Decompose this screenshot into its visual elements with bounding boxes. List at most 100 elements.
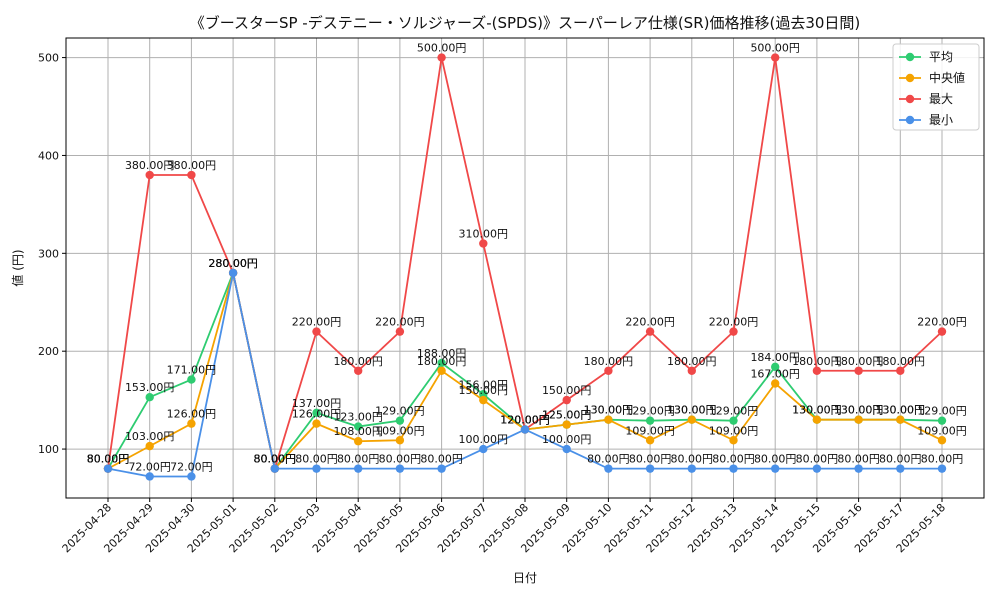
data-label: 123.00円 xyxy=(333,411,383,424)
data-label: 220.00円 xyxy=(292,316,342,329)
data-point xyxy=(645,416,655,425)
data-point xyxy=(437,366,446,375)
data-label: 280.00円 xyxy=(208,257,258,270)
data-label: 109.00円 xyxy=(375,424,425,437)
data-point xyxy=(896,366,905,375)
data-label: 80.00円 xyxy=(587,453,630,466)
data-label: 130.00円 xyxy=(667,404,717,417)
data-point xyxy=(479,395,488,405)
data-label: 156.00円 xyxy=(459,378,509,391)
data-point xyxy=(562,444,571,454)
data-label: 150.00円 xyxy=(459,384,509,397)
data-point xyxy=(771,379,780,388)
data-label: 137.00円 xyxy=(292,397,342,410)
data-point xyxy=(771,53,780,62)
data-label: 130.00円 xyxy=(584,404,634,417)
data-point xyxy=(312,408,321,418)
data-point xyxy=(395,436,405,445)
data-label: 180.00円 xyxy=(667,355,717,368)
data-label: 310.00円 xyxy=(459,228,509,241)
data-point xyxy=(270,464,279,473)
data-label: 180.00円 xyxy=(584,355,634,368)
data-label: 109.00円 xyxy=(625,424,675,437)
data-label: 72.00円 xyxy=(170,460,213,473)
data-label: 125.00円 xyxy=(542,409,592,422)
data-label: 120.00円 xyxy=(500,413,550,426)
data-label: 153.00円 xyxy=(125,381,175,394)
data-point xyxy=(687,464,696,473)
data-label: 180.00円 xyxy=(333,355,383,368)
data-label: 126.00円 xyxy=(167,408,217,421)
data-label: 109.00円 xyxy=(709,424,759,437)
y-axis-label: 値 (円) xyxy=(10,249,25,286)
data-label: 103.00円 xyxy=(125,430,175,443)
data-point xyxy=(687,366,696,375)
data-point xyxy=(812,415,822,424)
data-label: 130.00円 xyxy=(876,404,926,417)
data-point xyxy=(354,437,363,446)
data-point xyxy=(437,464,446,473)
data-point xyxy=(729,464,738,473)
data-label: 80.00円 xyxy=(87,453,130,466)
data-point xyxy=(479,444,488,454)
data-label: 220.00円 xyxy=(917,316,967,329)
data-label: 72.00円 xyxy=(128,460,171,473)
data-label: 188.00円 xyxy=(417,347,467,360)
data-label: 100.00円 xyxy=(459,433,509,446)
data-point xyxy=(437,53,446,62)
data-label: 120.00円 xyxy=(500,413,550,426)
data-label: 126.00円 xyxy=(292,408,342,421)
data-label: 129.00円 xyxy=(709,405,759,418)
data-point xyxy=(604,464,613,473)
data-label: 108.00円 xyxy=(333,425,383,438)
data-point xyxy=(937,416,947,425)
data-label: 80.00円 xyxy=(254,453,297,466)
data-label: 130.00円 xyxy=(584,404,634,417)
data-point xyxy=(562,395,571,405)
data-label: 129.00円 xyxy=(917,405,967,418)
legend-entry: 最小 xyxy=(929,113,953,127)
legend-swatch-marker xyxy=(905,52,915,62)
data-point xyxy=(354,422,363,431)
data-point xyxy=(645,464,655,473)
data-point xyxy=(520,425,530,434)
data-point xyxy=(145,441,154,451)
data-point xyxy=(187,170,196,180)
data-point xyxy=(604,366,613,375)
data-label: 80.00円 xyxy=(629,453,672,466)
chart-title: 《ブースターSP -デステニー・ソルジャーズ-(SPDS)》スーパーレア仕様(S… xyxy=(190,14,861,32)
data-label: 500.00円 xyxy=(750,42,800,55)
data-point xyxy=(479,390,488,399)
data-point xyxy=(187,419,196,428)
data-label: 280.00円 xyxy=(208,257,258,270)
data-label: 80.00円 xyxy=(295,453,338,466)
data-point xyxy=(729,327,738,336)
data-point xyxy=(604,415,613,424)
data-label: 80.00円 xyxy=(254,453,297,466)
data-label: 180.00円 xyxy=(417,355,467,368)
y-tick-label: 400 xyxy=(38,149,59,162)
y-tick-label: 500 xyxy=(38,52,59,65)
data-label: 80.00円 xyxy=(87,453,130,466)
data-label: 130.00円 xyxy=(834,404,884,417)
data-point xyxy=(479,239,488,248)
data-point xyxy=(896,464,905,473)
data-point xyxy=(437,358,446,368)
data-label: 130.00円 xyxy=(667,404,717,417)
data-label: 120.00円 xyxy=(500,413,550,426)
data-label-layer: 80.00円 153.00円 171.00円 280.00円 80.00円 137.00円… xyxy=(87,42,967,474)
data-point xyxy=(854,415,863,424)
data-point xyxy=(771,464,780,473)
data-point xyxy=(854,366,863,375)
data-label: 220.00円 xyxy=(375,316,425,329)
data-label: 80.00円 xyxy=(837,453,880,466)
data-label: 180.00円 xyxy=(876,355,926,368)
data-label: 500.00円 xyxy=(417,42,467,55)
data-point xyxy=(354,464,363,473)
data-label: 380.00円 xyxy=(167,159,217,172)
data-label: 220.00円 xyxy=(625,316,675,329)
y-tick-layer: 100 200 300 400 500 xyxy=(38,52,66,456)
legend-swatch-marker xyxy=(905,94,915,104)
